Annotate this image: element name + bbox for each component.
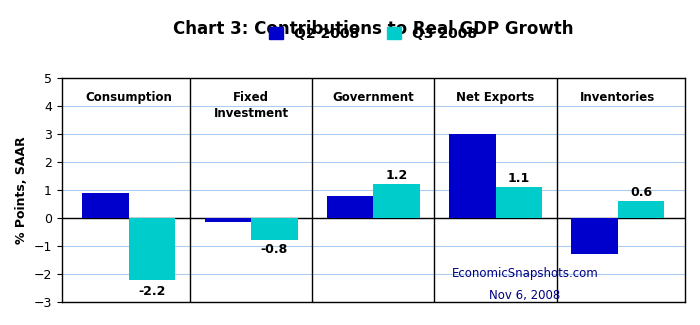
Text: EconomicSnapshots.com: EconomicSnapshots.com: [452, 266, 598, 280]
Text: -0.8: -0.8: [260, 243, 288, 256]
Bar: [251, 218, 298, 240]
Bar: [83, 193, 129, 218]
Text: 1.1: 1.1: [508, 172, 530, 185]
Text: 0.6: 0.6: [630, 186, 652, 199]
Text: Inventories: Inventories: [580, 91, 655, 104]
Bar: [373, 185, 420, 218]
Title: Chart 3: Contributions to Real GDP Growth: Chart 3: Contributions to Real GDP Growt…: [173, 20, 573, 38]
Y-axis label: % Points, SAAR: % Points, SAAR: [15, 136, 28, 244]
Legend: Q2 2008, Q3 2008: Q2 2008, Q3 2008: [265, 22, 482, 45]
Text: Consumption: Consumption: [85, 91, 172, 104]
Bar: [327, 196, 373, 218]
Text: Nov 6, 2008: Nov 6, 2008: [489, 289, 561, 302]
Text: 1.2: 1.2: [386, 169, 407, 182]
Bar: [571, 218, 618, 254]
Text: Government: Government: [332, 91, 414, 104]
Bar: [129, 218, 175, 280]
Text: Net Exports: Net Exports: [456, 91, 535, 104]
Bar: [449, 134, 496, 218]
Bar: [618, 201, 664, 218]
Bar: [204, 218, 251, 222]
Bar: [496, 187, 542, 218]
Text: -2.2: -2.2: [139, 285, 166, 298]
Text: Fixed
Investment: Fixed Investment: [214, 91, 288, 120]
